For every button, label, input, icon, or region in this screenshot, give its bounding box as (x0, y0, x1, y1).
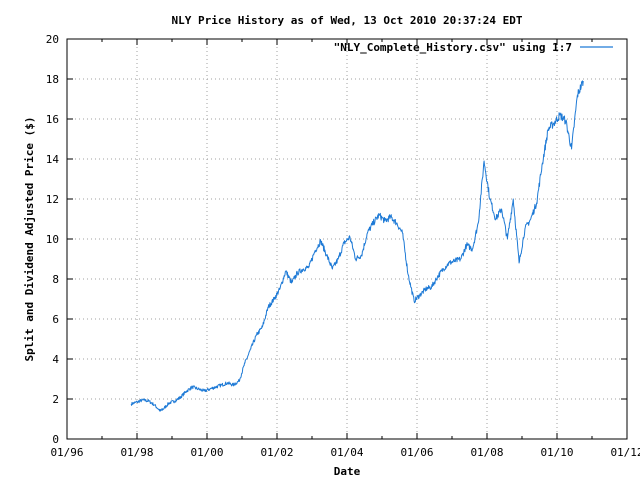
y-tick-label: 2 (52, 393, 59, 406)
y-tick-label: 18 (46, 73, 59, 86)
y-tick-label: 12 (46, 193, 59, 206)
x-tick-label: 01/08 (470, 446, 503, 459)
x-tick-label: 01/00 (190, 446, 223, 459)
y-tick-label: 6 (52, 313, 59, 326)
x-tick-label: 01/02 (260, 446, 293, 459)
plot-frame (66, 38, 628, 440)
y-axis-label: Split and Dividend Adjusted Price ($) (23, 116, 36, 361)
y-tick-label: 16 (46, 113, 59, 126)
y-tick-label: 8 (52, 273, 59, 286)
x-tick-label: 01/96 (50, 446, 83, 459)
x-tick-label: 01/10 (540, 446, 573, 459)
x-tick-label: 01/04 (330, 446, 363, 459)
y-tick-label: 14 (46, 153, 60, 166)
x-tick-label: 01/98 (120, 446, 153, 459)
x-axis-label: Date (334, 465, 361, 478)
chart-title: NLY Price History as of Wed, 13 Oct 2010… (172, 14, 523, 27)
y-tick-label: 10 (46, 233, 59, 246)
series-layer (130, 80, 584, 412)
legend-entry-label: "NLY_Complete_History.csv" using 1:7 (334, 41, 572, 54)
axis-ticks: 0 2 4 6 8 10 12 14 16 18 20 01/96 01/98 01/00 01/02 01/… (46, 33, 640, 459)
y-tick-label: 20 (46, 33, 59, 46)
legend: "NLY_Complete_History.csv" using 1:7 (334, 41, 613, 54)
x-tick-label: 01/06 (400, 446, 433, 459)
y-tick-label: 0 (52, 433, 59, 446)
x-tick-label: 01/12 (610, 446, 640, 459)
price-series-line (130, 80, 584, 412)
y-tick-label: 4 (52, 353, 59, 366)
